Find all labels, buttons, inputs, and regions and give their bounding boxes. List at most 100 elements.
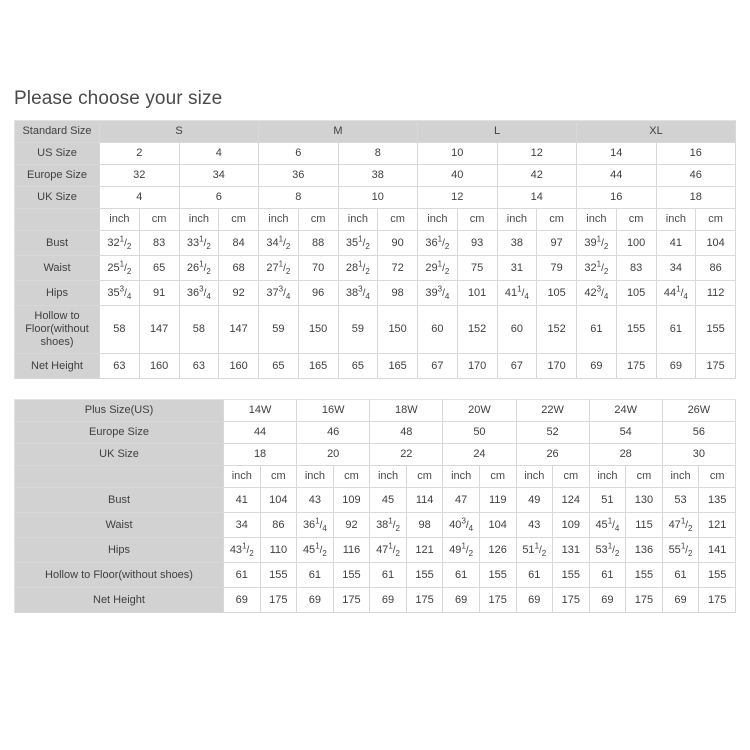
hips-inch: 393/4 <box>417 280 458 306</box>
waist-cm: 72 <box>377 255 418 281</box>
unit-header-inch: inch <box>296 465 334 488</box>
bust-cm: 93 <box>457 230 498 256</box>
waist-inch: 403/4 <box>442 512 480 538</box>
hollow-to-floor-without-shoes-cm: 147 <box>218 305 259 354</box>
bust-inch: 53 <box>662 487 700 513</box>
size-value: 46 <box>656 164 736 187</box>
net-height-inch: 69 <box>223 587 261 613</box>
waist-cm: 109 <box>552 512 590 538</box>
bust-cm: 119 <box>479 487 517 513</box>
waist-inch: 281/2 <box>338 255 379 281</box>
unit-header-inch: inch <box>179 208 220 231</box>
waist-cm: 68 <box>218 255 259 281</box>
unit-header-inch: inch <box>417 208 458 231</box>
bust-inch: 43 <box>296 487 334 513</box>
row-label-bust: Bust <box>14 487 224 513</box>
waist-inch: 471/2 <box>662 512 700 538</box>
hips-inch: 511/2 <box>516 537 554 563</box>
table-row: Hollow to Floor(without shoes) 58 147 58 147… <box>14 305 736 354</box>
unit-header-inch: inch <box>369 465 407 488</box>
unit-header-inch: inch <box>338 208 379 231</box>
hips-cm: 105 <box>536 280 577 306</box>
size-value: 18 <box>223 443 298 466</box>
hollow-to-floor-without-shoes-inch: 61 <box>516 562 554 588</box>
size-value: 18 <box>656 186 736 209</box>
plus-size-table: Plus Size(US) 14W 16W 18W 20W 22W 24W 26W Europe… <box>14 399 737 613</box>
hollow-to-floor-without-shoes-cm: 155 <box>616 305 657 354</box>
bust-inch: 361/2 <box>417 230 458 256</box>
size-group-m: M <box>258 120 418 143</box>
bust-cm: 97 <box>536 230 577 256</box>
waist-inch: 31 <box>497 255 538 281</box>
size-value: 12 <box>417 186 498 209</box>
size-value: 20 <box>296 443 371 466</box>
unit-row-label <box>14 465 224 488</box>
size-value: 22W <box>516 399 590 422</box>
unit-header-cm: cm <box>698 465 736 488</box>
size-value: 16 <box>656 142 736 165</box>
hips-cm: 116 <box>333 537 371 563</box>
table-row: Bust 41 104 43 109 45 114 47 119 49 124 51 130 53 135 <box>14 487 736 513</box>
table-row: Net Height 63 160 63 160 65 165 65 165 67 170 67 170… <box>14 353 736 379</box>
row-label-waist: Waist <box>14 255 100 281</box>
size-value: 10 <box>417 142 498 165</box>
net-height-cm: 175 <box>406 587 444 613</box>
net-height-inch: 69 <box>589 587 627 613</box>
unit-header-cm: cm <box>218 208 259 231</box>
bust-inch: 45 <box>369 487 407 513</box>
row-label-waist: Waist <box>14 512 224 538</box>
size-value: 32 <box>99 164 180 187</box>
hollow-to-floor-without-shoes-cm: 155 <box>260 562 298 588</box>
hollow-to-floor-without-shoes-cm: 150 <box>298 305 339 354</box>
waist-inch: 34 <box>656 255 697 281</box>
size-value: 46 <box>296 421 371 444</box>
size-value: 2 <box>99 142 180 165</box>
waist-cm: 79 <box>536 255 577 281</box>
waist-inch: 271/2 <box>258 255 299 281</box>
hips-inch: 531/2 <box>589 537 627 563</box>
unit-header-inch: inch <box>442 465 480 488</box>
table-row: Bust 321/2 83 331/2 84 341/2 88 351/2 90 361/2 93 3… <box>14 230 736 256</box>
hollow-to-floor-without-shoes-inch: 61 <box>589 562 627 588</box>
hollow-to-floor-without-shoes-cm: 147 <box>139 305 180 354</box>
unit-header-inch: inch <box>516 465 554 488</box>
size-value: 4 <box>99 186 180 209</box>
hollow-to-floor-without-shoes-cm: 150 <box>377 305 418 354</box>
size-value: 26W <box>662 399 737 422</box>
bust-inch: 49 <box>516 487 554 513</box>
hollow-to-floor-without-shoes-cm: 155 <box>698 562 736 588</box>
bust-cm: 83 <box>139 230 180 256</box>
bust-inch: 51 <box>589 487 627 513</box>
size-value: 8 <box>338 142 418 165</box>
hollow-to-floor-without-shoes-inch: 61 <box>662 562 700 588</box>
unit-header-cm: cm <box>552 465 590 488</box>
waist-cm: 83 <box>616 255 657 281</box>
row-label-plus-size-us: Plus Size(US) <box>14 399 224 422</box>
hollow-to-floor-without-shoes-inch: 60 <box>497 305 538 354</box>
unit-row-label <box>14 208 100 231</box>
row-label-uk-size: UK Size <box>14 186 100 209</box>
size-value: 26 <box>516 443 590 466</box>
hips-cm: 98 <box>377 280 418 306</box>
row-label-net-height: Net Height <box>14 587 224 613</box>
unit-header-cm: cm <box>406 465 444 488</box>
table-row: Europe Size 32 34 36 38 40 42 44 46 <box>14 164 736 187</box>
waist-cm: 86 <box>260 512 298 538</box>
net-height-inch: 69 <box>576 353 617 379</box>
net-height-cm: 170 <box>536 353 577 379</box>
hips-cm: 110 <box>260 537 298 563</box>
waist-inch: 251/2 <box>99 255 140 281</box>
bust-cm: 90 <box>377 230 418 256</box>
unit-header-cm: cm <box>625 465 663 488</box>
bust-inch: 321/2 <box>99 230 140 256</box>
hips-cm: 96 <box>298 280 339 306</box>
size-group-l: L <box>417 120 577 143</box>
table-row: Hollow to Floor(without shoes) 61 155 61 155… <box>14 562 736 588</box>
table-row: Standard Size S M L XL <box>14 120 736 143</box>
row-label-uk-size: UK Size <box>14 443 224 466</box>
size-value: 8 <box>258 186 339 209</box>
net-height-inch: 69 <box>662 587 700 613</box>
net-height-cm: 175 <box>552 587 590 613</box>
size-value: 20W <box>442 399 517 422</box>
hips-inch: 471/2 <box>369 537 407 563</box>
